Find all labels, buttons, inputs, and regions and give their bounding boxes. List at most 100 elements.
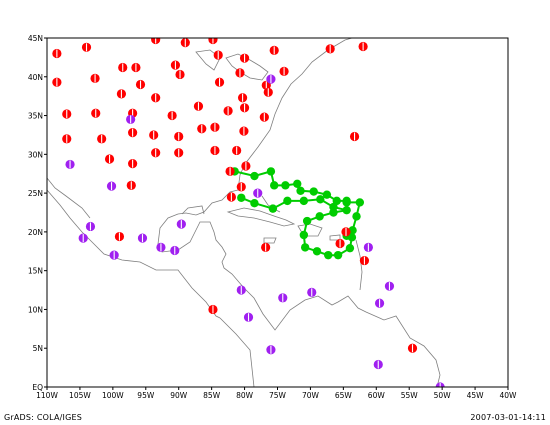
lon-tick-label: 80W [236, 391, 254, 400]
station-marker-purple [363, 242, 373, 252]
station-marker-red [223, 106, 233, 116]
lon-tick-label: 70W [302, 391, 320, 400]
station-marker-red [193, 101, 204, 111]
track-point [270, 181, 279, 190]
station-marker-purple [85, 221, 96, 232]
lat-tick-label: 20N [28, 228, 43, 237]
station-marker-red [407, 343, 418, 353]
lon-tick-label: 100W [102, 391, 124, 400]
lon-tick-label: 90W [170, 391, 188, 400]
lat-tick-label: 15N [28, 267, 43, 276]
station-marker-red [197, 124, 207, 134]
station-marker-purple [170, 245, 180, 256]
track-point [315, 212, 324, 221]
station-marker-purple [156, 242, 166, 252]
lat-tick-label: 10N [28, 305, 43, 314]
station-marker-red [269, 45, 279, 56]
purple-station-markers [65, 74, 445, 387]
station-marker-red [174, 148, 184, 158]
station-marker-red [239, 126, 249, 136]
station-marker-red [90, 73, 100, 83]
station-marker-purple [384, 281, 395, 291]
lon-tick-label: 45W [467, 391, 485, 400]
track-point [237, 193, 246, 202]
station-marker-red [167, 110, 177, 121]
station-marker-red [174, 131, 184, 142]
station-marker-red [180, 38, 190, 48]
station-marker-red [241, 161, 251, 171]
station-marker-red [126, 180, 136, 190]
station-marker-red [235, 68, 245, 78]
lat-tick-label: 35N [28, 112, 43, 121]
station-marker-red [62, 134, 72, 144]
station-marker-purple [106, 181, 117, 191]
station-marker-red [135, 79, 146, 90]
map-frame [46, 37, 509, 388]
station-marker-purple [126, 114, 136, 125]
track-point [300, 243, 310, 252]
station-marker-purple [236, 285, 246, 295]
station-marker-red [259, 112, 269, 122]
station-marker-red [91, 108, 101, 118]
station-marker-red [97, 134, 107, 144]
station-marker-red [52, 77, 62, 87]
track-point [250, 198, 259, 208]
track-point [299, 230, 309, 240]
lat-tick-label: 40N [28, 73, 43, 82]
station-marker-red [279, 66, 289, 76]
track-point [296, 186, 305, 195]
station-marker-purple [137, 233, 148, 243]
station-marker-red [225, 166, 235, 176]
lon-tick-label: 85W [203, 391, 221, 400]
station-marker-purple [78, 233, 88, 243]
station-marker-purple [109, 250, 119, 260]
longitude-axis: 110W 105W 100W 95W 90W 85W 80W 75W 70W 65W 60W 55W 5… [36, 387, 517, 400]
station-marker-purple [243, 312, 254, 322]
station-marker-red [114, 231, 125, 242]
station-marker-red [170, 60, 181, 70]
station-marker-red [213, 50, 223, 60]
station-marker-purple [278, 293, 288, 303]
lon-tick-label: 40W [500, 391, 518, 400]
station-marker-red [358, 41, 368, 52]
lat-tick-label: EQ [32, 383, 43, 392]
lat-tick-label: 5N [33, 344, 43, 353]
track-point [345, 243, 355, 253]
station-marker-red [104, 154, 115, 164]
lat-tick-label: 25N [28, 189, 43, 198]
station-marker-purple [307, 287, 317, 297]
station-marker-red [128, 159, 138, 169]
lon-tick-label: 75W [269, 391, 287, 400]
station-marker-red [116, 89, 127, 99]
lat-tick-label: 30N [28, 150, 43, 159]
station-marker-purple [176, 219, 186, 229]
track-point [302, 216, 312, 226]
track-point [312, 247, 322, 256]
station-marker-red [325, 44, 335, 54]
track-point [250, 171, 259, 181]
track-point [281, 181, 290, 190]
coastline [47, 38, 441, 387]
station-marker-red [151, 148, 161, 158]
station-marker-purple [266, 345, 276, 355]
station-marker-red [210, 122, 220, 132]
lon-tick-label: 55W [401, 391, 419, 400]
lat-tick-label: 45N [28, 34, 43, 43]
station-marker-red [214, 77, 225, 87]
track-point [322, 190, 332, 199]
station-marker-purple [266, 74, 276, 84]
footer-credit: GrADS: COLA/IGES [4, 413, 83, 422]
track-point [268, 204, 278, 213]
track-point [329, 202, 338, 212]
station-marker-red [149, 130, 159, 140]
storm-track [230, 167, 365, 260]
station-marker-red [210, 145, 220, 156]
latitude-axis: EQ 5N 10N 15N 20N 25N 30N 35N 40N 45N [28, 34, 47, 392]
station-marker-red [62, 109, 72, 119]
lon-tick-label: 105W [69, 391, 91, 400]
station-marker-red [236, 182, 246, 192]
station-marker-red [52, 48, 62, 59]
track-point [332, 196, 341, 206]
station-marker-red [261, 242, 271, 252]
